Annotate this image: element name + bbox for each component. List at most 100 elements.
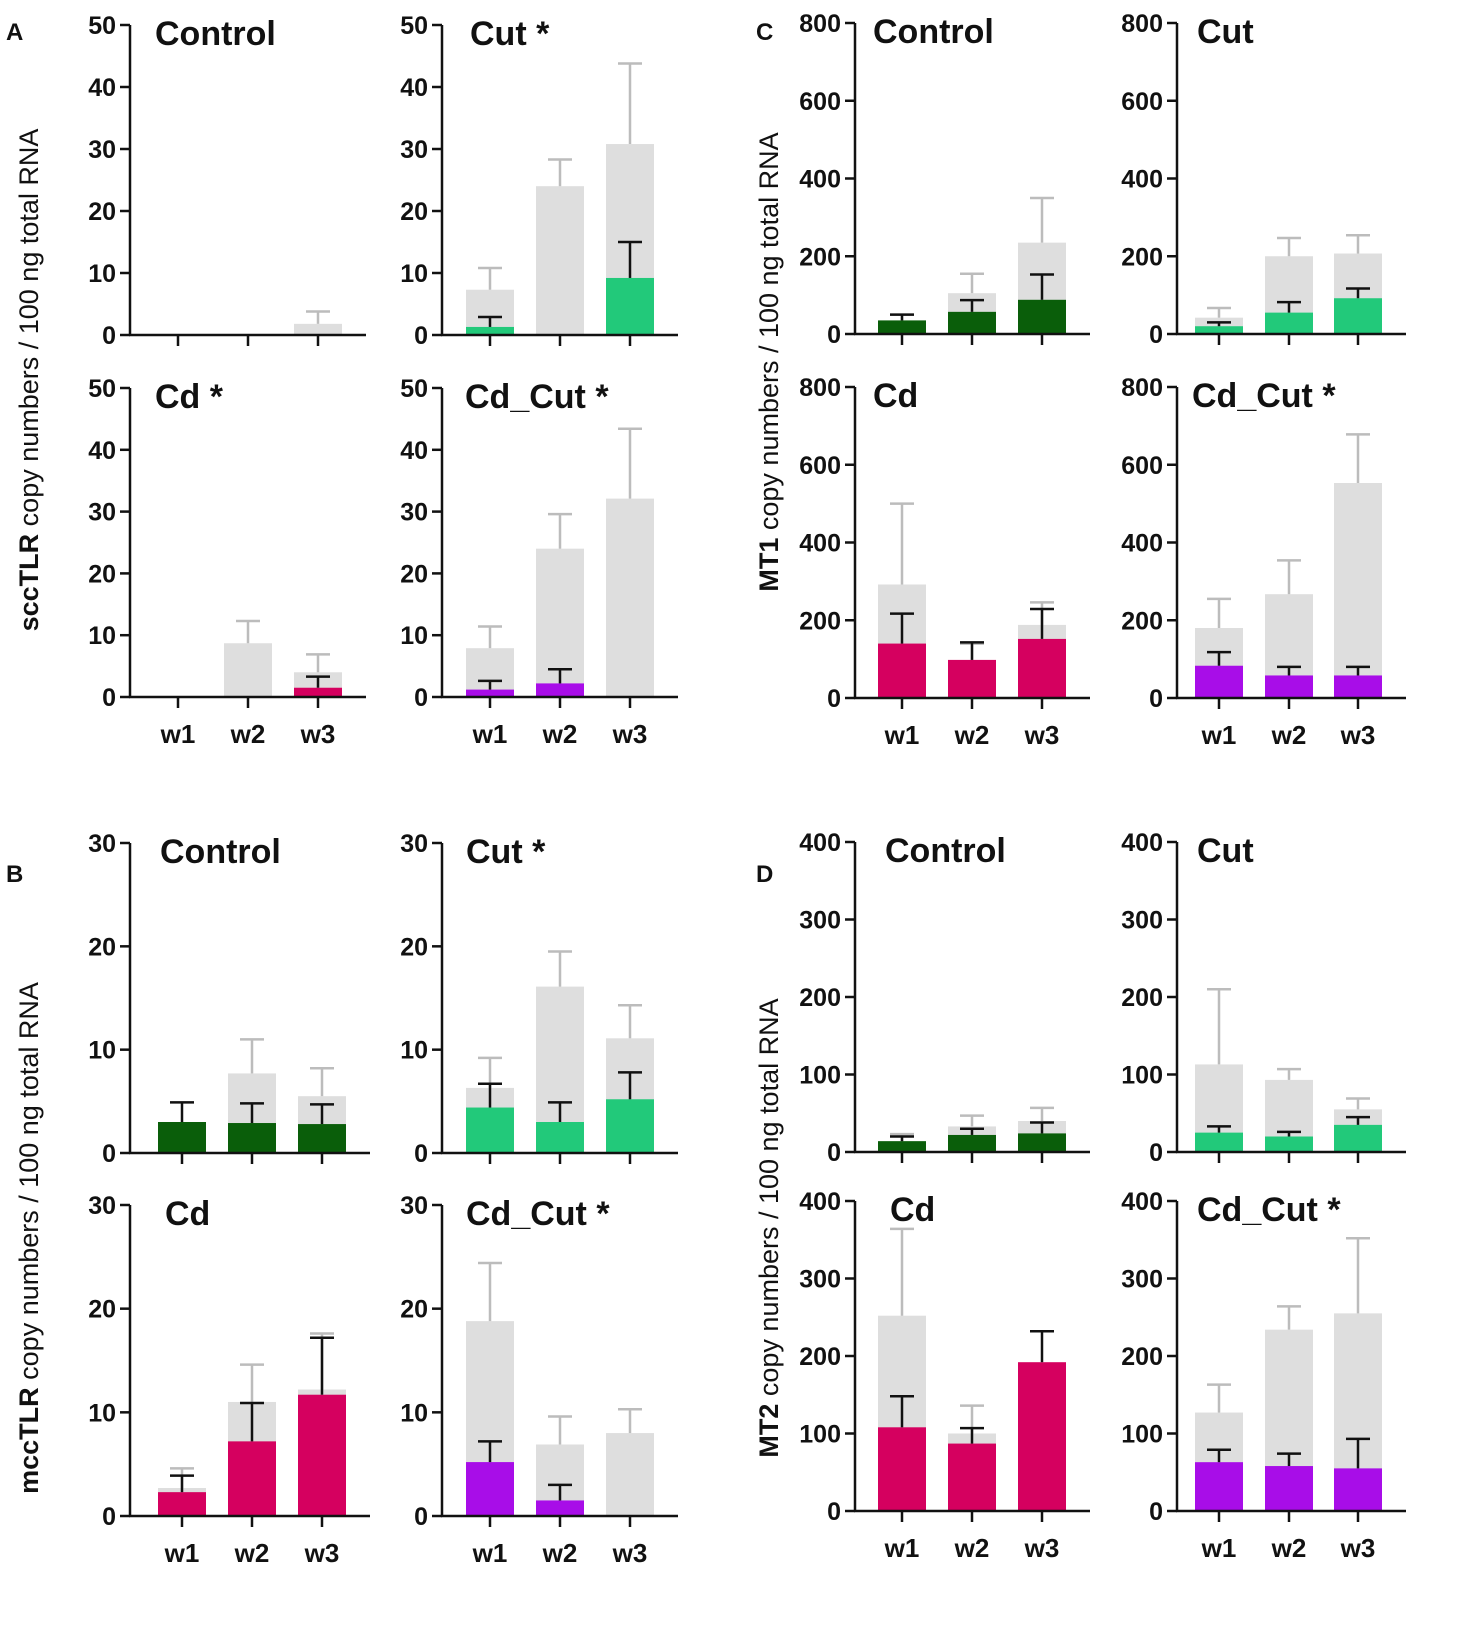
bar-colored-w1	[158, 1122, 206, 1153]
bar-colored-w1	[466, 689, 514, 697]
y-tick-label: 30	[400, 1192, 428, 1220]
bar-colored-w2	[948, 1134, 996, 1152]
panel-letter-d: D	[756, 861, 773, 888]
y-tick-label: 10	[88, 1399, 116, 1427]
chart-title: Cut	[1197, 13, 1254, 51]
bar-colored-w3	[1018, 1133, 1066, 1152]
x-tick-label: w2	[234, 1538, 270, 1568]
y-tick-label: 10	[400, 260, 428, 288]
chart-d-14: 0 100 200 300 400 w1 w2 w3 Cd	[799, 1188, 1090, 1563]
y-tick-label: 0	[414, 322, 428, 350]
bar-colored-w1	[878, 643, 926, 698]
chart-title: Cd_Cut *	[466, 1195, 610, 1233]
y-tick-label: 50	[88, 12, 116, 40]
x-tick-label: w1	[1201, 720, 1237, 750]
y-tick-label: 100	[799, 1421, 841, 1449]
bar-colored-w2	[536, 1122, 584, 1153]
chart-b-7: 0 10 20 30 w1 w2 w3 Cd_Cut *	[400, 1192, 678, 1568]
x-tick-label: w2	[954, 720, 990, 750]
ylabel-mcctlr: mccTLR copy numbers / 100 ng total RNA	[14, 982, 44, 1494]
bar-colored-w3	[298, 1124, 346, 1153]
y-tick-label: 100	[799, 1062, 841, 1090]
y-tick-label: 30	[88, 830, 116, 858]
x-tick-label: w1	[472, 719, 508, 749]
y-tick-label: 400	[1121, 530, 1163, 558]
bar-colored-w2	[1265, 675, 1313, 698]
y-tick-label: 0	[1149, 1498, 1163, 1526]
bar-colored-w2	[536, 683, 584, 697]
bar-colored-w3	[1334, 675, 1382, 698]
y-tick-label: 0	[827, 1498, 841, 1526]
y-tick-label: 30	[400, 830, 428, 858]
chart-title: Control	[885, 832, 1006, 870]
bar-colored-w1	[878, 320, 926, 334]
y-tick-label: 0	[102, 684, 116, 712]
bar-colored-w3	[606, 1099, 654, 1153]
bar-colored-w2	[536, 1500, 584, 1516]
x-tick-label: w1	[164, 1538, 200, 1568]
y-tick-label: 300	[1121, 907, 1163, 935]
y-tick-label: 600	[799, 452, 841, 480]
chart-b-5: 0 10 20 30 Cut *	[400, 830, 678, 1168]
bar-colored-w3	[298, 1394, 346, 1516]
y-tick-label: 30	[400, 136, 428, 164]
x-tick-label: w3	[1340, 720, 1376, 750]
y-tick-label: 800	[1121, 10, 1163, 38]
y-tick-label: 300	[799, 1266, 841, 1294]
panel-letter-b: B	[6, 861, 23, 888]
y-tick-label: 0	[1149, 685, 1163, 713]
chart-title: Control	[160, 833, 281, 871]
x-tick-label: w2	[1271, 720, 1307, 750]
chart-title: Cd	[873, 377, 918, 415]
y-tick-label: 30	[88, 1192, 116, 1220]
chart-title: Cut *	[466, 833, 546, 871]
bar-colored-w2	[948, 311, 996, 334]
chart-c-8: 0 200 400 600 800 Control	[799, 10, 1090, 349]
x-tick-label: w1	[1201, 1533, 1237, 1563]
chart-d-12: 0 100 200 300 400 Control	[799, 829, 1090, 1167]
y-tick-label: 0	[102, 1503, 116, 1531]
ylabel-mt1: MT1 copy numbers / 100 ng total RNA	[754, 132, 784, 591]
x-tick-label: w2	[542, 719, 578, 749]
y-tick-label: 100	[1121, 1421, 1163, 1449]
y-tick-label: 300	[799, 907, 841, 935]
bar-colored-w2	[228, 1441, 276, 1516]
bar-colored-w3	[294, 687, 342, 697]
y-tick-label: 20	[88, 1296, 116, 1324]
bar-grey-w3	[1334, 483, 1382, 698]
x-tick-label: w3	[1024, 720, 1060, 750]
chart-title: Cd *	[155, 378, 224, 416]
bar-colored-w2	[228, 1123, 276, 1153]
y-tick-label: 10	[88, 622, 116, 650]
y-tick-label: 10	[400, 1037, 428, 1065]
y-tick-label: 200	[799, 984, 841, 1012]
bar-grey-w3	[294, 323, 342, 335]
y-tick-label: 40	[88, 437, 116, 465]
y-tick-label: 800	[799, 10, 841, 38]
chart-title: Cd	[165, 1195, 210, 1233]
y-tick-label: 40	[400, 74, 428, 102]
x-tick-label: w2	[1271, 1533, 1307, 1563]
bar-colored-w1	[1195, 326, 1243, 334]
bar-colored-w1	[1195, 1132, 1243, 1152]
y-tick-label: 20	[400, 198, 428, 226]
bar-colored-w2	[1265, 312, 1313, 334]
panel-letter-a: A	[6, 19, 23, 46]
bar-grey-w2	[224, 643, 272, 697]
chart-c-11: 0 200 400 600 800 w1 w2 w3 Cd_Cut *	[1121, 374, 1406, 750]
y-tick-label: 0	[827, 321, 841, 349]
x-tick-label: w3	[612, 719, 648, 749]
y-tick-label: 20	[400, 1296, 428, 1324]
y-tick-label: 40	[400, 437, 428, 465]
x-tick-label: w3	[612, 1538, 648, 1568]
y-tick-label: 10	[88, 260, 116, 288]
y-tick-label: 40	[88, 74, 116, 102]
y-tick-label: 10	[88, 1037, 116, 1065]
bar-colored-w1	[1195, 665, 1243, 698]
chart-a-3: 0 10 20 30 40 50 w1 w2 w3 Cd_Cut *	[400, 375, 678, 749]
chart-a-2: 0 10 20 30 40 50 w1 w2 w3 Cd *	[88, 375, 366, 749]
bar-grey-w2	[536, 186, 584, 335]
y-tick-label: 0	[1149, 1139, 1163, 1167]
y-tick-label: 30	[88, 499, 116, 527]
x-tick-label: w2	[230, 719, 266, 749]
